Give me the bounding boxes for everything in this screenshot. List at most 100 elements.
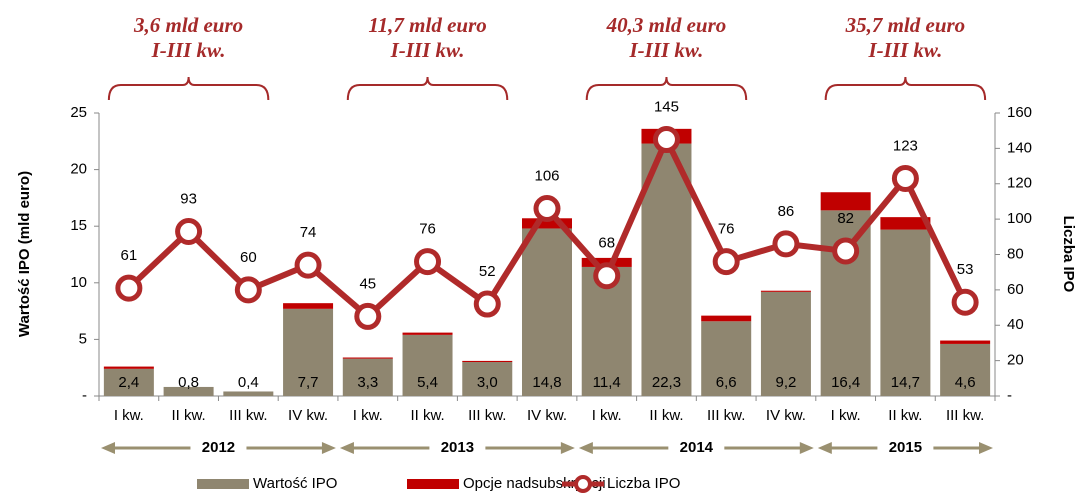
y2-tick-label: 140 <box>1007 139 1032 156</box>
y-tick-label: 10 <box>70 274 87 291</box>
x-tick-label: III kw. <box>468 407 506 424</box>
arrow-head <box>560 442 575 454</box>
bar <box>342 357 393 359</box>
bar <box>402 332 453 335</box>
bar-value-label: 5,4 <box>417 374 438 391</box>
line-value-label: 123 <box>893 137 918 154</box>
line-marker <box>234 276 262 304</box>
bar <box>462 360 513 363</box>
y2-tick-label: 80 <box>1007 245 1024 262</box>
legend-label: Opcje nadsubskrypcji <box>463 475 606 492</box>
year-label: 2015 <box>889 439 922 456</box>
bar <box>223 391 274 396</box>
annotation: 40,3 mld euro <box>606 13 727 37</box>
annotation: 11,7 mld euro <box>368 13 486 37</box>
arrow-head <box>339 442 354 454</box>
line-marker <box>175 218 203 246</box>
bar <box>880 229 931 396</box>
line-marker <box>473 290 501 318</box>
bar-value-label: 9,2 <box>776 374 797 391</box>
bar-value-label: 14,7 <box>891 374 920 391</box>
bar-value-label: 16,4 <box>831 374 860 391</box>
bar <box>522 218 572 229</box>
line-value-label: 52 <box>479 263 496 280</box>
line-value-label: 86 <box>778 203 795 220</box>
bar <box>522 228 572 396</box>
line-marker <box>652 126 680 154</box>
annotation: I-III kw. <box>629 38 704 62</box>
year-label: 2012 <box>202 439 235 456</box>
bar <box>701 321 752 396</box>
bar-value-label: 0,8 <box>178 374 199 391</box>
x-tick-label: I kw. <box>114 407 144 424</box>
bar <box>940 343 991 396</box>
bar-value-label: 3,3 <box>357 374 378 391</box>
arrow-head <box>817 442 832 454</box>
bar-value-label: 11,4 <box>593 374 621 391</box>
y-tick-label: 15 <box>70 217 87 234</box>
x-tick-label: III kw. <box>707 407 745 424</box>
line-marker <box>951 288 979 316</box>
bar <box>103 366 154 369</box>
brace <box>585 76 748 101</box>
y2-tick-label: 100 <box>1007 210 1032 227</box>
x-tick-label: IV kw. <box>288 407 328 424</box>
year-label: 2014 <box>680 439 714 456</box>
legend-label: Liczba IPO <box>607 475 680 492</box>
legend-label: Wartość IPO <box>253 475 337 492</box>
arrow-head <box>321 442 336 454</box>
bar-value-label: 22,3 <box>652 374 681 391</box>
brace <box>107 76 270 101</box>
x-tick-label: II kw. <box>888 407 922 424</box>
brace <box>346 76 509 101</box>
annotation: I-III kw. <box>151 38 226 62</box>
annotation: I-III kw. <box>390 38 465 62</box>
line-marker <box>772 230 800 258</box>
line-value-label: 74 <box>300 224 317 241</box>
x-tick-label: II kw. <box>410 407 444 424</box>
arrow-head <box>979 442 993 454</box>
bar <box>103 368 154 396</box>
y-tick-label: - <box>82 387 87 404</box>
line-marker <box>533 195 561 223</box>
line-marker <box>891 164 919 192</box>
line-value-label: 82 <box>837 210 854 227</box>
arrow-head <box>578 442 593 454</box>
y-axis-title: Wartość IPO (mld euro) <box>16 171 33 337</box>
bar <box>760 290 811 292</box>
line-value-label: 145 <box>654 99 679 116</box>
bar <box>163 386 214 396</box>
y-tick-label: 20 <box>70 161 87 178</box>
bar-value-label: 4,6 <box>955 374 976 391</box>
x-tick-label: I kw. <box>353 407 383 424</box>
bar <box>462 362 513 396</box>
y2-tick-label: - <box>1007 387 1012 404</box>
bar <box>701 315 752 322</box>
legend-marker <box>574 475 592 493</box>
bar <box>940 340 991 344</box>
line-marker <box>294 251 322 279</box>
bar-value-label: 0,4 <box>238 374 259 391</box>
y2-tick-label: 60 <box>1007 281 1024 298</box>
x-tick-label: III kw. <box>229 407 267 424</box>
bar <box>402 334 453 396</box>
line-marker <box>832 237 860 265</box>
annotation: I-III kw. <box>867 38 942 62</box>
x-tick-label: II kw. <box>172 407 206 424</box>
bar <box>820 192 871 211</box>
x-tick-label: III kw. <box>946 407 984 424</box>
line-marker <box>115 274 143 302</box>
bar-value-label: 6,6 <box>716 374 737 391</box>
line-value-label: 76 <box>419 221 436 238</box>
x-tick-label: II kw. <box>649 407 683 424</box>
y2-tick-label: 20 <box>1007 352 1024 369</box>
x-tick-label: IV kw. <box>527 407 567 424</box>
bar <box>283 308 334 396</box>
line-marker <box>354 302 382 330</box>
bar <box>283 303 334 309</box>
line-value-label: 53 <box>957 261 974 278</box>
y2-axis-title: Liczba IPO <box>1060 216 1077 293</box>
line-value-label: 76 <box>718 221 735 238</box>
legend-swatch <box>197 479 249 489</box>
